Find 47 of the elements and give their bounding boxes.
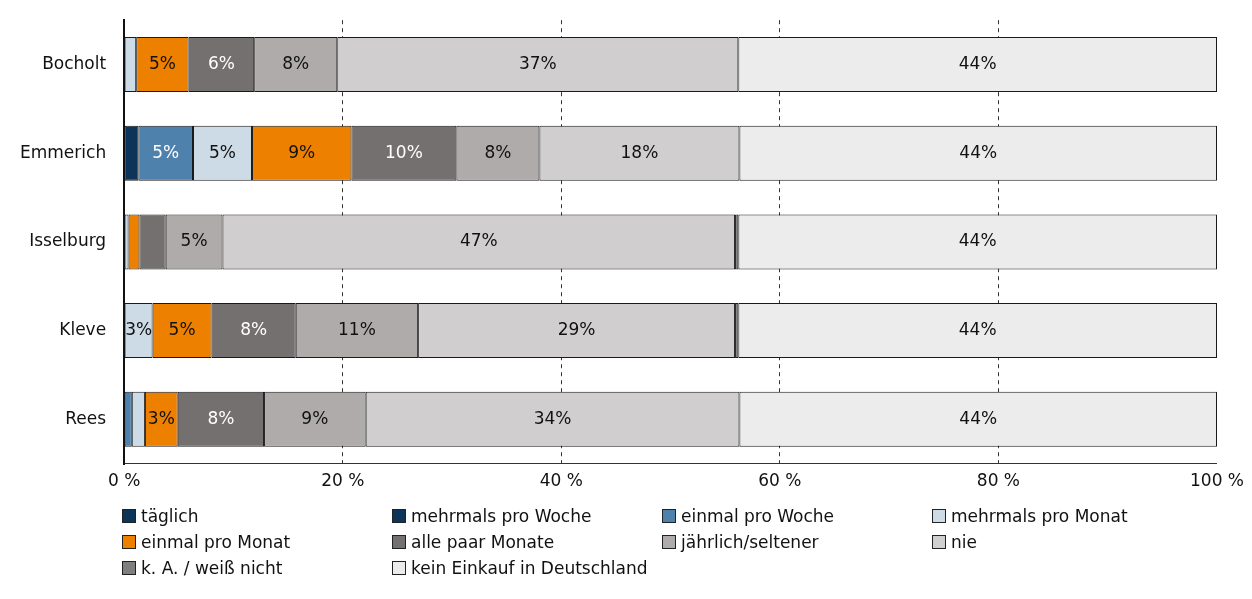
legend-label: einmal pro Monat xyxy=(141,532,291,552)
data-label: 44% xyxy=(958,52,997,73)
legend-label: einmal pro Woche xyxy=(681,506,835,526)
data-label: 5% xyxy=(180,230,208,251)
x-tick-label: 60 % xyxy=(758,470,802,491)
y-tick-label: Emmerich xyxy=(20,141,107,162)
data-label: 29% xyxy=(557,319,596,339)
legend-label: mehrmals pro Woche xyxy=(411,506,592,526)
data-label: 47% xyxy=(459,230,498,251)
x-tick-label: 80 % xyxy=(976,470,1021,491)
legend-label: kein Einkauf in Deutschland xyxy=(411,558,648,578)
y-tick-label: Bocholt xyxy=(42,52,107,73)
legend-label: täglich xyxy=(141,506,199,526)
x-tick-label: 40 % xyxy=(539,470,583,491)
data-label: 3% xyxy=(125,319,153,339)
data-label: 8% xyxy=(484,141,512,162)
legend-label: alle paar Monate xyxy=(411,532,555,552)
data-label: 34% xyxy=(533,407,572,428)
data-label: 5% xyxy=(168,319,196,339)
data-label: 9% xyxy=(288,141,316,162)
data-label: 8% xyxy=(207,407,235,428)
legend-label: k. A. / weiß nicht xyxy=(141,558,283,578)
y-tick-label: Isselburg xyxy=(29,230,107,251)
x-tick-label: 20 % xyxy=(321,470,365,491)
data-label: 5% xyxy=(152,141,180,162)
x-tick-label: 0 % xyxy=(107,470,141,491)
data-label: 44% xyxy=(958,319,997,339)
data-label: 11% xyxy=(338,319,376,339)
data-label: 5% xyxy=(148,52,176,73)
x-tick-label: 100 % xyxy=(1189,470,1245,491)
data-label: 44% xyxy=(959,407,998,428)
data-label: 5% xyxy=(209,141,236,162)
data-label: 8% xyxy=(240,319,268,339)
data-label: 8% xyxy=(282,52,310,73)
data-label: 6% xyxy=(207,52,235,73)
y-tick-label: Kleve xyxy=(59,319,107,339)
legend-label: jährlich/seltener xyxy=(681,532,819,552)
data-label: 18% xyxy=(620,141,659,162)
data-label: 3% xyxy=(147,407,175,428)
data-label: 44% xyxy=(958,230,997,251)
legend-label: nie xyxy=(951,532,977,552)
y-tick-label: Rees xyxy=(65,407,107,428)
data-label: 9% xyxy=(301,407,329,428)
data-label: 37% xyxy=(518,52,557,73)
legend-label: mehrmals pro Monat xyxy=(951,506,1128,526)
data-label: 10% xyxy=(385,141,423,162)
data-label: 44% xyxy=(959,141,998,162)
